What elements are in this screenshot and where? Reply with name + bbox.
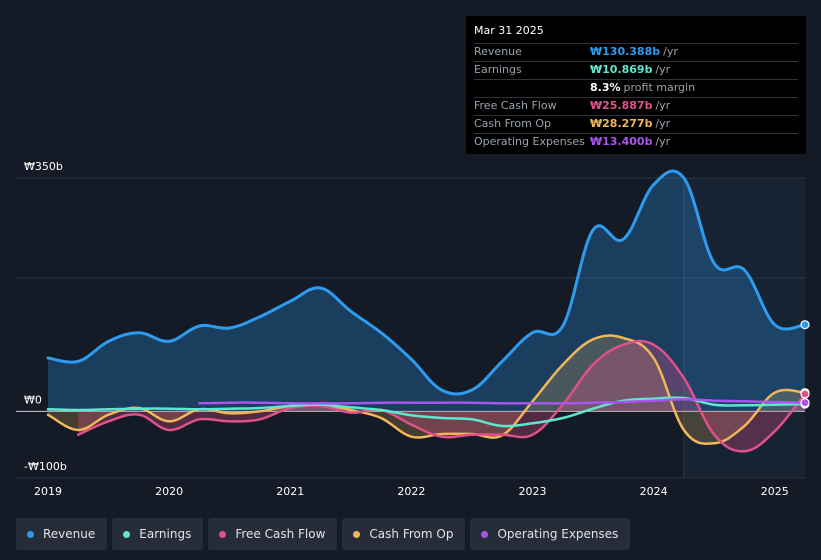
legend-dot-icon [481,530,489,538]
tooltip-label: Cash From Op [474,117,552,130]
legend-dot-icon [123,530,131,538]
tooltip-unit: /yr [663,45,678,58]
tooltip-label: Revenue [474,45,522,58]
legend-item-earnings[interactable]: Earnings [112,518,204,550]
legend-dot-icon [27,530,34,538]
legend-label: Operating Expenses [497,527,619,541]
tooltip-row: Cash From Op ₩28.277b/yr [474,115,798,133]
x-tick-label: 2023 [518,485,546,498]
tooltip-row: Revenue ₩130.388b/yr [474,43,798,61]
tooltip-value: ₩28.277b [590,117,653,130]
tooltip-row: Free Cash Flow ₩25.887b/yr [474,97,798,115]
series-end-marker-revenue [800,320,810,330]
series-line-earnings [46,396,807,428]
tooltip-unit: profit margin [623,81,696,94]
tooltip-label: Free Cash Flow [474,99,557,112]
series-end-marker-free-cash-flow [800,389,810,399]
tooltip-value: ₩13.400b [590,135,653,148]
tooltip-unit: /yr [655,99,671,112]
legend-label: Revenue [43,527,96,541]
tooltip-label: Operating Expenses [474,135,585,148]
legend-label: Free Cash Flow [235,527,326,541]
x-tick-label: 2024 [640,485,668,498]
series-area-revenue [48,170,805,412]
x-tick-label: 2022 [397,485,425,498]
y-tick-label: -₩100b [24,460,67,473]
x-tick-label: 2020 [155,485,183,498]
tooltip-date: Mar 31 2025 [474,24,544,37]
legend: Revenue Earnings Free Cash Flow Cash From O… [16,518,631,550]
legend-dot-icon [353,530,361,538]
legend-item-cash-from-op[interactable]: Cash From Op [342,518,466,550]
tooltip-label [474,80,590,97]
tooltip-unit: /yr [655,135,671,148]
x-tick-label: 2025 [761,485,789,498]
x-tick-label: 2021 [276,485,304,498]
legend-label: Cash From Op [369,527,454,541]
y-tick-label: ₩350b [24,160,63,173]
tooltip-value: ₩130.388b [590,45,661,58]
series-line-operating-expenses [198,398,807,405]
legend-item-operating-expenses[interactable]: Operating Expenses [470,518,631,550]
tooltip-row: Earnings ₩10.869b/yr [474,61,798,79]
series-area-free-cash-flow [78,341,806,452]
tooltip-value: ₩10.869b [590,63,653,76]
tooltip-label: Earnings [474,63,522,76]
tooltip-row: Operating Expenses ₩13.400b/yr [474,133,798,151]
series-line-revenue [46,169,807,396]
legend-item-revenue[interactable]: Revenue [16,518,108,550]
y-tick-label: ₩0 [24,393,42,406]
tooltip-value: 8.3% [590,81,621,94]
tooltip-row: 8.3% profit margin [474,79,798,97]
series-end-marker-operating-expenses [800,398,810,408]
series-line-cash-from-op [46,334,807,445]
x-tick-label: 2019 [34,485,62,498]
legend-dot-icon [219,530,227,538]
tooltip-unit: /yr [655,63,671,76]
tooltip-unit: /yr [655,117,671,130]
legend-item-free-cash-flow[interactable]: Free Cash Flow [208,518,338,550]
legend-label: Earnings [139,527,192,541]
tooltip: Mar 31 2025 Revenue ₩130.388b/yr Earnings ₩… [466,16,806,154]
series-line-free-cash-flow [77,339,807,453]
series-area-cash-from-op [48,335,805,444]
tooltip-value: ₩25.887b [590,99,653,112]
